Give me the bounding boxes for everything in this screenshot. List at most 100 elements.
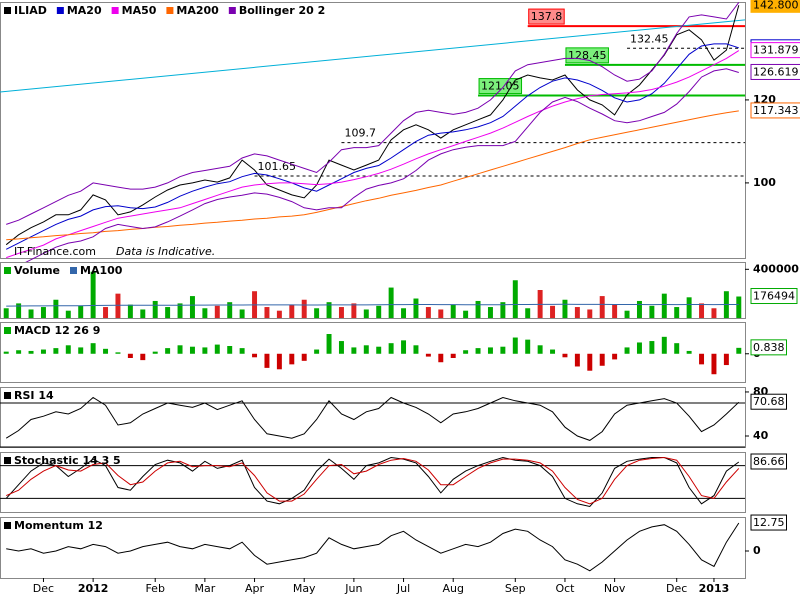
bar [413, 345, 419, 354]
last-value-label: 176494 [753, 290, 795, 303]
y-tick-label: 40 [753, 429, 769, 442]
bar [587, 353, 593, 371]
bar [711, 308, 717, 318]
bar [512, 280, 518, 318]
x-tick-label: Dec [33, 582, 54, 595]
bar [624, 310, 630, 318]
series-line [6, 522, 740, 572]
x-tick-label: 2012 [78, 582, 109, 595]
bar [550, 305, 556, 318]
bar [338, 307, 344, 318]
bar [525, 339, 531, 354]
bar [53, 348, 59, 354]
panel-frame [0, 262, 746, 319]
bar [227, 346, 233, 354]
legend-label: MA50 [122, 4, 157, 17]
bar [177, 345, 183, 354]
bar [90, 343, 96, 354]
bar [202, 347, 208, 354]
bar [475, 348, 481, 354]
bar [152, 351, 158, 354]
bar [115, 352, 121, 354]
bar [239, 309, 245, 318]
bar [711, 353, 717, 375]
bar [450, 304, 456, 318]
bar [78, 347, 84, 354]
bar [239, 348, 245, 354]
bar [388, 343, 394, 354]
bar [289, 304, 295, 318]
legend-label: Volume [14, 264, 60, 277]
bar [388, 287, 394, 318]
bar [636, 300, 642, 318]
bar [661, 293, 667, 318]
bar [674, 307, 680, 318]
bar [438, 309, 444, 318]
bar [425, 307, 431, 318]
x-tick-label: Dec [666, 582, 687, 595]
bar [525, 308, 531, 318]
bar [599, 296, 605, 318]
bar [599, 353, 605, 366]
x-tick-label: Apr [245, 582, 265, 595]
y-tick-label: 0 [753, 544, 761, 557]
bar [314, 349, 320, 354]
bar [276, 310, 282, 318]
panel-frame [0, 517, 746, 579]
bar [562, 299, 568, 318]
bar [723, 353, 729, 366]
bar [40, 307, 46, 318]
bar [53, 299, 59, 318]
last-value-box [750, 102, 800, 119]
level-label-box [565, 47, 609, 64]
x-tick-label: Jun [344, 582, 362, 595]
bar [624, 347, 630, 354]
legend-icon [166, 7, 174, 14]
bar [165, 307, 171, 318]
bar [127, 304, 133, 318]
last-value-label: 131.879 [753, 44, 799, 57]
series-line [5, 5, 740, 246]
bar [463, 350, 469, 354]
legend-icon [70, 267, 77, 274]
bar [214, 344, 220, 354]
bar [3, 351, 9, 354]
bar [612, 353, 618, 360]
band-upper [6, 2, 740, 225]
bar [189, 346, 195, 354]
legend-label: MA200 [176, 4, 219, 17]
bar [140, 309, 146, 318]
bar [425, 353, 431, 357]
series-line [5, 396, 740, 441]
bar [636, 342, 642, 354]
bar [65, 345, 71, 354]
bar [127, 353, 133, 358]
series-line [6, 303, 739, 307]
last-value-label: 70.68 [753, 395, 785, 408]
x-tick-label: Aug [442, 582, 463, 595]
bar [661, 336, 667, 354]
panel-frame [0, 2, 746, 259]
bar [699, 303, 705, 318]
x-tick-label: Mar [194, 582, 215, 595]
bar [487, 347, 493, 354]
bar [376, 305, 382, 318]
last-value-box [750, 42, 800, 59]
legend-icon [4, 327, 11, 334]
bar [574, 307, 580, 318]
bar [189, 296, 195, 318]
bar [438, 353, 444, 363]
last-value-box [750, 514, 787, 531]
y-tick-label: 100 [753, 176, 776, 189]
bar [264, 307, 270, 318]
legend-icon [228, 7, 236, 14]
bar [699, 353, 705, 365]
bar [475, 300, 481, 318]
bar [450, 353, 456, 358]
bar [413, 298, 419, 318]
bar [227, 302, 233, 318]
bar [40, 349, 46, 354]
bar [649, 341, 655, 354]
bar [16, 303, 22, 318]
